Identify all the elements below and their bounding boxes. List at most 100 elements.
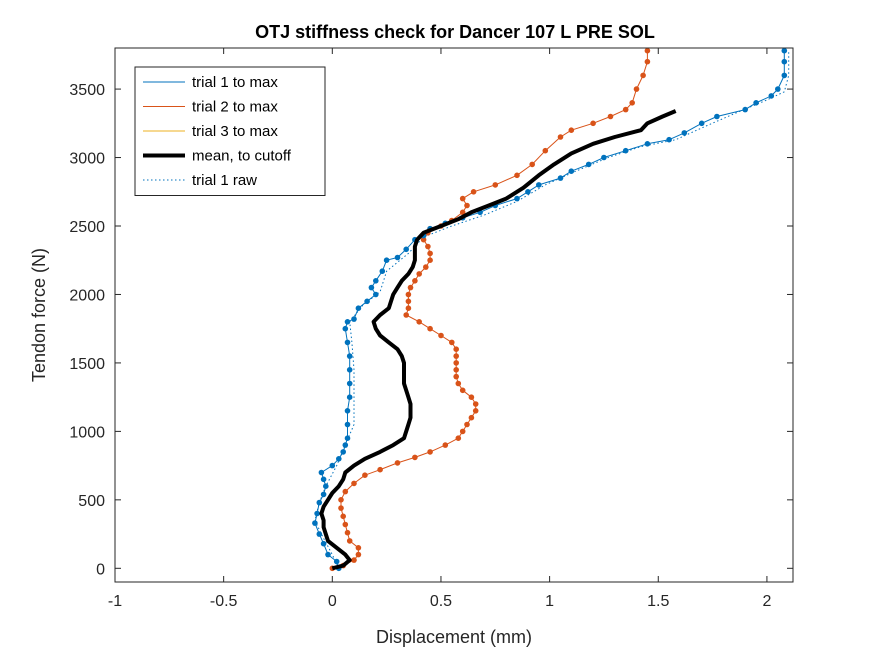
legend-label: mean, to cutoff bbox=[192, 148, 292, 165]
data-point bbox=[403, 246, 410, 253]
data-point bbox=[355, 545, 362, 551]
data-point bbox=[340, 513, 347, 520]
data-point bbox=[514, 195, 520, 202]
data-point bbox=[557, 175, 564, 181]
data-point bbox=[312, 520, 318, 526]
data-point bbox=[449, 339, 455, 346]
data-point bbox=[320, 540, 327, 547]
data-point bbox=[640, 72, 646, 79]
data-point bbox=[342, 521, 349, 528]
data-point bbox=[464, 421, 470, 428]
data-point bbox=[472, 401, 479, 407]
data-point bbox=[383, 257, 390, 264]
data-point bbox=[338, 505, 344, 511]
data-point bbox=[557, 134, 564, 140]
legend-label: trial 3 to max bbox=[192, 123, 278, 140]
data-point bbox=[351, 557, 357, 563]
y-axis-label: Tendon force (N) bbox=[29, 248, 49, 382]
x-axis: -1 -0.5 0 0.5 1 1.5 2 bbox=[108, 48, 771, 610]
x-tick-label: 1 bbox=[545, 593, 554, 610]
data-point bbox=[714, 113, 720, 120]
data-point bbox=[775, 86, 781, 92]
data-point bbox=[355, 551, 362, 558]
data-point bbox=[320, 491, 327, 498]
data-point bbox=[344, 529, 351, 536]
x-tick-label: -1 bbox=[108, 593, 122, 610]
data-point bbox=[329, 462, 336, 469]
data-point bbox=[607, 113, 614, 120]
data-point bbox=[344, 421, 351, 428]
data-point bbox=[781, 72, 788, 79]
x-tick-label: 1.5 bbox=[647, 593, 669, 610]
data-point bbox=[407, 284, 414, 291]
data-point bbox=[403, 312, 410, 318]
data-point bbox=[320, 476, 327, 483]
data-point bbox=[368, 284, 375, 291]
data-point bbox=[468, 394, 475, 401]
data-point bbox=[379, 268, 386, 275]
data-point bbox=[629, 100, 635, 106]
legend-label: trial 1 to max bbox=[192, 74, 278, 91]
data-point bbox=[459, 387, 466, 394]
data-point bbox=[644, 48, 651, 54]
data-point bbox=[394, 460, 401, 466]
chart-title: OTJ stiffness check for Dancer 107 L PRE… bbox=[255, 22, 655, 42]
x-tick-label: 2 bbox=[762, 593, 771, 610]
data-point bbox=[342, 442, 349, 448]
data-point bbox=[529, 161, 535, 168]
data-point bbox=[568, 127, 575, 133]
y-tick-label: 0 bbox=[96, 561, 105, 578]
data-point bbox=[459, 195, 466, 202]
data-point bbox=[427, 257, 433, 264]
data-point bbox=[377, 466, 383, 473]
data-point bbox=[753, 100, 759, 106]
data-point bbox=[453, 353, 460, 359]
legend-label: trial 1 raw bbox=[192, 172, 257, 189]
data-point bbox=[492, 182, 499, 188]
data-point bbox=[459, 209, 466, 216]
data-point bbox=[542, 147, 549, 154]
data-point bbox=[346, 380, 353, 387]
data-point bbox=[453, 360, 460, 366]
data-point bbox=[453, 346, 460, 353]
data-point bbox=[681, 130, 688, 136]
x-tick-label: 0.5 bbox=[430, 593, 452, 610]
data-point bbox=[351, 316, 357, 322]
data-point bbox=[455, 380, 462, 387]
data-point bbox=[425, 243, 431, 250]
data-point bbox=[585, 161, 592, 168]
y-axis: 0 500 1000 1500 2000 2500 3000 3500 bbox=[69, 82, 793, 578]
legend-label: trial 2 to max bbox=[192, 99, 278, 116]
data-point bbox=[346, 353, 353, 359]
y-tick-label: 1000 bbox=[69, 424, 105, 441]
data-point bbox=[453, 367, 460, 373]
data-point bbox=[590, 120, 596, 127]
data-point bbox=[464, 202, 470, 209]
data-point bbox=[536, 182, 542, 188]
data-point bbox=[342, 488, 349, 495]
y-tick-label: 3500 bbox=[69, 82, 105, 99]
data-point bbox=[405, 305, 412, 312]
data-point bbox=[698, 120, 705, 127]
data-point bbox=[453, 373, 460, 380]
data-point bbox=[633, 86, 640, 92]
data-point bbox=[405, 298, 412, 305]
data-point bbox=[459, 428, 466, 435]
data-point bbox=[568, 168, 575, 174]
data-point bbox=[768, 93, 775, 99]
data-point bbox=[342, 325, 349, 332]
data-point bbox=[781, 58, 788, 65]
data-point bbox=[314, 510, 320, 517]
data-point bbox=[355, 305, 362, 312]
x-axis-label: Displacement (mm) bbox=[376, 627, 532, 647]
y-tick-label: 2000 bbox=[69, 287, 105, 304]
data-point bbox=[344, 408, 351, 414]
y-tick-label: 500 bbox=[78, 493, 105, 510]
data-point bbox=[316, 499, 323, 506]
legend: trial 1 to max trial 2 to max trial 3 to m… bbox=[134, 66, 326, 196]
data-point bbox=[362, 472, 368, 479]
data-point bbox=[423, 264, 429, 270]
data-point bbox=[340, 449, 347, 455]
data-point bbox=[412, 278, 418, 284]
data-point bbox=[622, 106, 629, 113]
